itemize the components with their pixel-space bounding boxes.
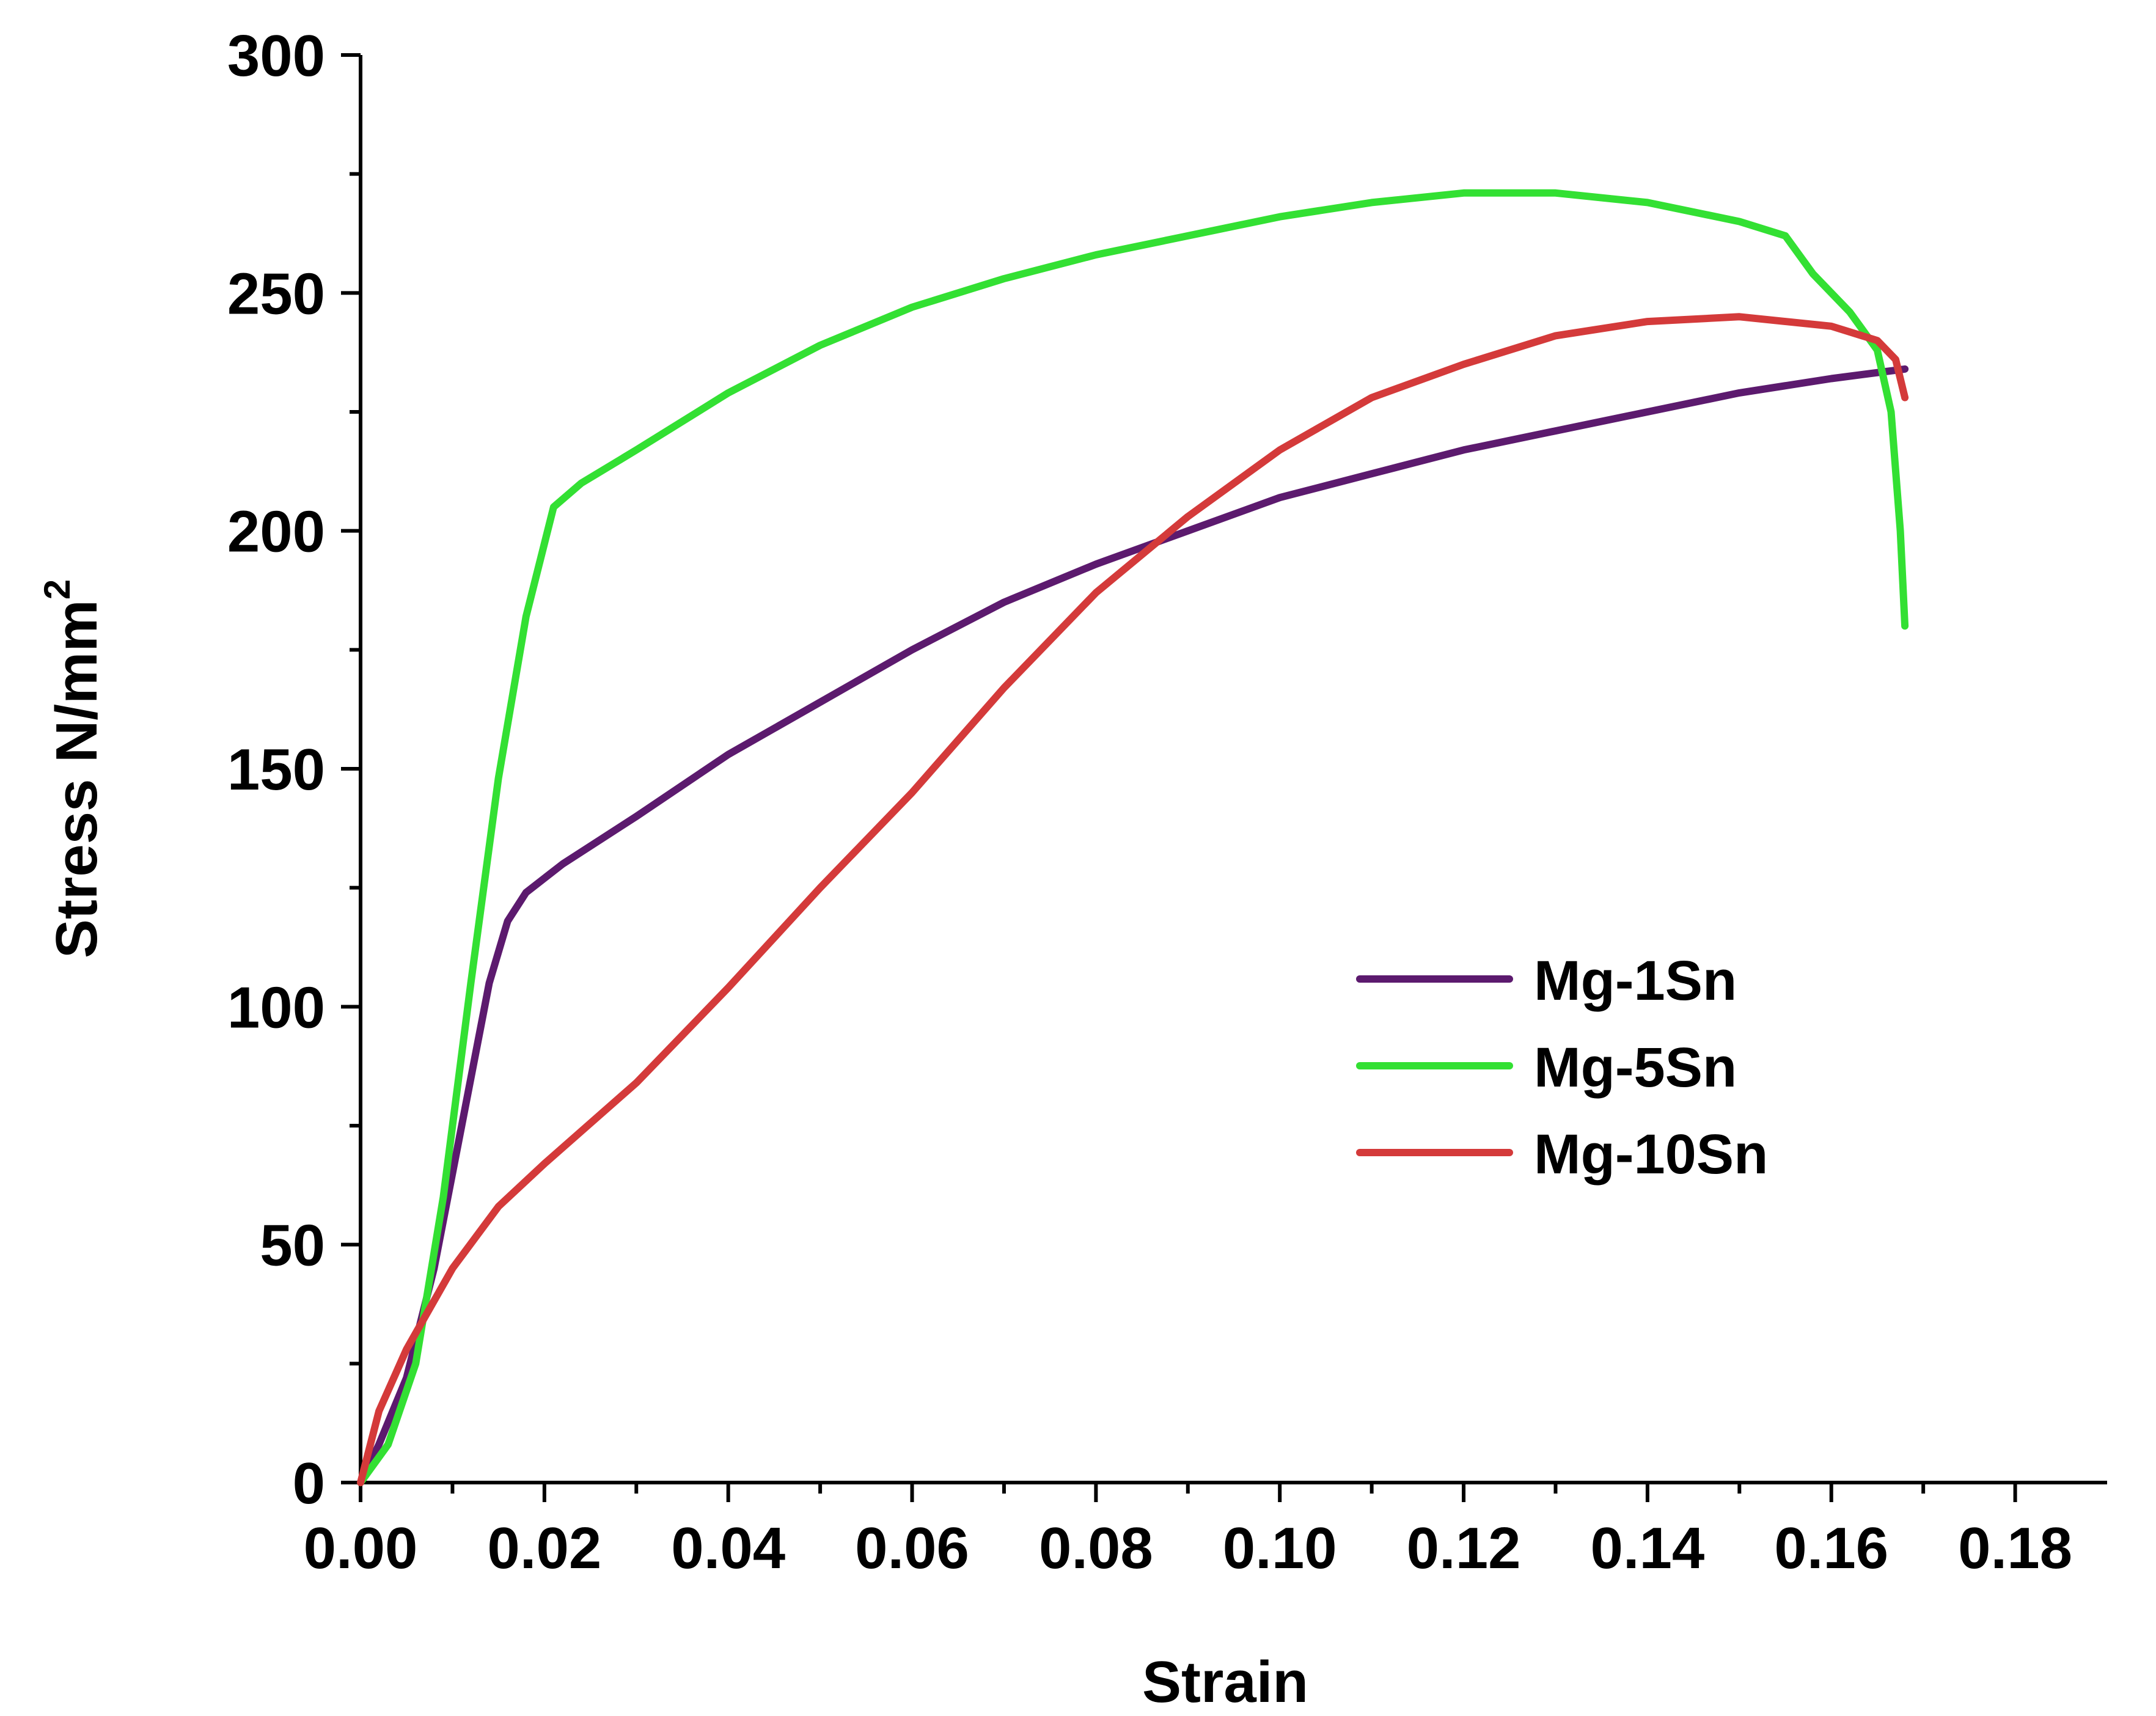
y-tick-label: 50 (260, 1213, 325, 1278)
y-axis-title-main: Stress N/mm (44, 600, 109, 958)
y-axis-title-superscript: 2 (37, 579, 78, 600)
y-axis-ticks: 0 50 100 150 200 250 300 (227, 23, 361, 1516)
y-tick-label: 100 (227, 975, 325, 1040)
y-tick-label: 300 (227, 23, 325, 89)
series-line-mg-1sn (357, 365, 1909, 1486)
legend: Mg-1Sn Mg-5Sn Mg-10Sn (1356, 950, 1768, 1186)
x-tick-label: 0.08 (1039, 1516, 1153, 1581)
x-tick-label: 0.04 (671, 1516, 785, 1581)
x-axis-title: Strain (1142, 1649, 1308, 1715)
x-tick-label: 0.10 (1223, 1516, 1337, 1581)
x-tick-label: 0.06 (855, 1516, 969, 1581)
x-axis-ticks: 0.00 0.02 0.04 0.06 0.08 0.10 0.12 0.14 0.16 0.18 (304, 1483, 2072, 1581)
x-tick-label: 0.12 (1407, 1516, 1521, 1581)
series-line-mg-10sn (357, 313, 1909, 1486)
x-tick-label: 0.14 (1590, 1516, 1704, 1581)
series-line-mg-5sn (357, 189, 1909, 1486)
y-tick-label: 0 (293, 1451, 325, 1516)
x-tick-label: 0.00 (304, 1516, 418, 1581)
x-tick-label: 0.18 (1958, 1516, 2072, 1581)
legend-label-mg-10sn: Mg-10Sn (1534, 1123, 1768, 1186)
y-tick-label: 150 (227, 737, 325, 802)
legend-label-mg-1sn: Mg-1Sn (1534, 950, 1737, 1012)
x-tick-label: 0.02 (487, 1516, 601, 1581)
y-tick-label: 200 (227, 499, 325, 565)
y-tick-label: 250 (227, 261, 325, 326)
series-lines (357, 189, 1909, 1486)
x-tick-label: 0.16 (1774, 1516, 1888, 1581)
legend-label-mg-5sn: Mg-5Sn (1534, 1036, 1737, 1099)
y-axis-title: Stress N/mm2 (37, 579, 109, 958)
y-axis-title-group: Stress N/mm2 (37, 579, 109, 958)
